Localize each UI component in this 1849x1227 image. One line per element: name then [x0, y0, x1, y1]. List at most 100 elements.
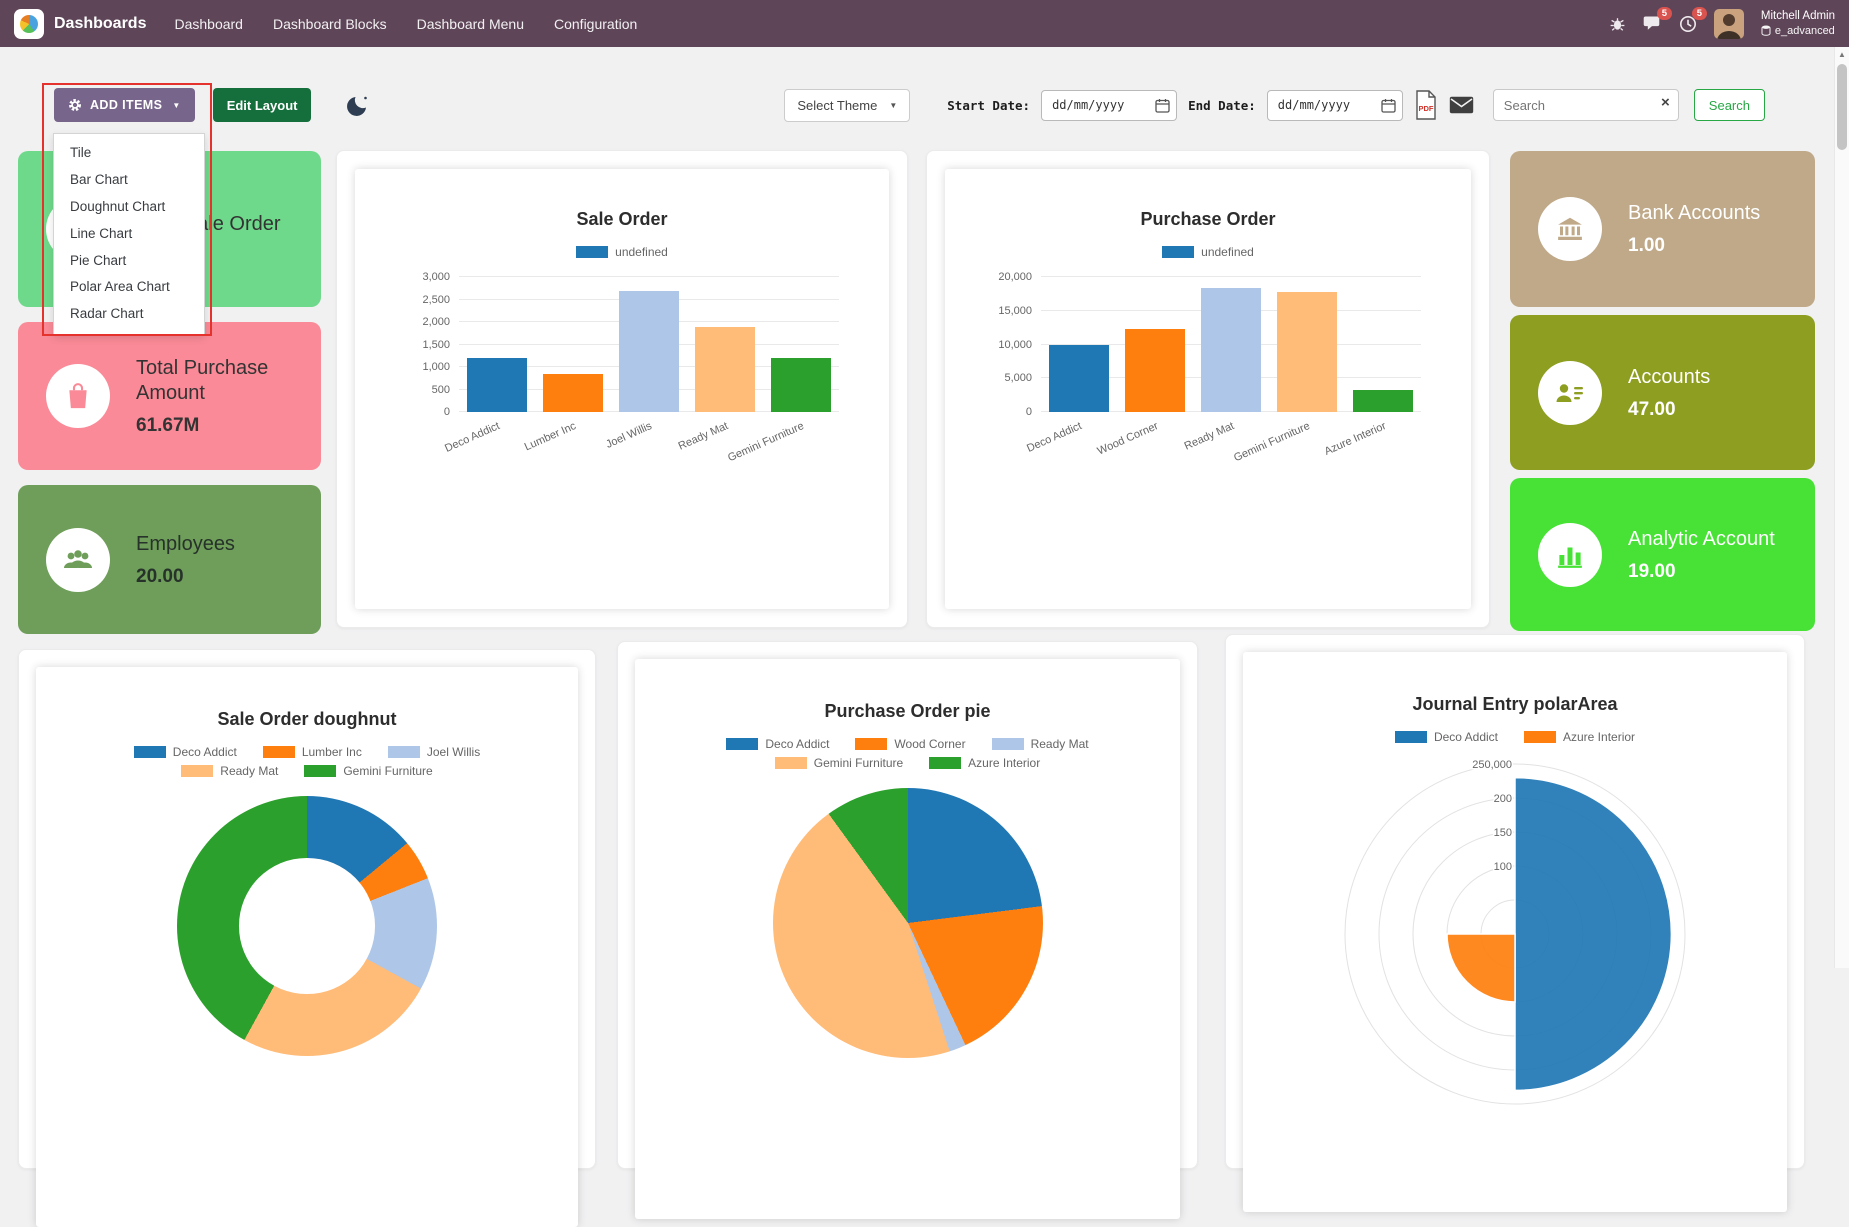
- scrollbar-thumb[interactable]: [1837, 64, 1847, 150]
- polar-slice-deco-addict[interactable]: [1515, 778, 1671, 1091]
- y-axis-tick: 2,500: [422, 294, 450, 306]
- menu-item-polar-area-chart[interactable]: Polar Area Chart: [54, 274, 204, 301]
- bar-gemini-furniture[interactable]: [771, 358, 831, 412]
- legend-swatch: [134, 746, 166, 758]
- search-button[interactable]: Search: [1694, 89, 1765, 121]
- chart-title: Purchase Order: [945, 209, 1471, 230]
- bar-wood-corner[interactable]: [1125, 329, 1185, 412]
- legend-item[interactable]: Azure Interior: [1524, 730, 1635, 744]
- caret-down-icon: ▼: [889, 101, 897, 110]
- polar-slice-azure-interior[interactable]: [1447, 934, 1515, 1002]
- legend-item[interactable]: Gemini Furniture: [304, 764, 432, 778]
- legend-item[interactable]: Joel Willis: [388, 745, 480, 759]
- purchase-order-pie-chart: [773, 788, 1043, 1058]
- start-date-label: Start Date:: [947, 98, 1030, 113]
- search-input[interactable]: [1493, 89, 1679, 121]
- add-items-button[interactable]: ADD ITEMS ▼: [54, 88, 195, 122]
- end-date-field: [1267, 90, 1403, 121]
- chart-legend: undefined: [355, 245, 889, 259]
- tile-total-purchase-amount[interactable]: Total Purchase Amount 61.67M: [18, 322, 321, 470]
- legend-item[interactable]: Gemini Furniture: [775, 756, 903, 770]
- bar-deco-addict[interactable]: [1049, 345, 1109, 413]
- legend-item[interactable]: Ready Mat: [992, 737, 1089, 751]
- nav-item-dashboard-menu[interactable]: Dashboard Menu: [417, 16, 524, 32]
- search-field: ×: [1493, 89, 1679, 121]
- nav-item-dashboard-blocks[interactable]: Dashboard Blocks: [273, 16, 387, 32]
- top-navbar: Dashboards Dashboard Dashboard Blocks Da…: [0, 0, 1849, 47]
- shopping-bag-icon: [64, 381, 92, 411]
- menu-item-bar-chart[interactable]: Bar Chart: [54, 167, 204, 194]
- legend-item[interactable]: Lumber Inc: [263, 745, 362, 759]
- legend-item[interactable]: Ready Mat: [181, 764, 278, 778]
- y-axis-tick: 0: [1026, 406, 1032, 418]
- app-brand[interactable]: Dashboards: [14, 9, 146, 39]
- radial-axis-tick: 250,000: [1472, 759, 1512, 771]
- clear-search-icon[interactable]: ×: [1661, 94, 1670, 111]
- activities-badge: 5: [1692, 7, 1707, 20]
- scroll-up-arrow-icon[interactable]: ▲: [1835, 47, 1849, 62]
- menu-item-tile[interactable]: Tile: [54, 140, 204, 167]
- send-mail-icon[interactable]: [1449, 96, 1474, 114]
- x-axis-label: Joel Willis: [604, 420, 654, 451]
- legend-item[interactable]: undefined: [1162, 245, 1254, 259]
- legend-item[interactable]: Deco Addict: [726, 737, 829, 751]
- menu-item-radar-chart[interactable]: Radar Chart: [54, 301, 204, 328]
- debug-bug-icon[interactable]: [1609, 15, 1626, 32]
- bar-lumber-inc[interactable]: [543, 374, 603, 412]
- dashboards-app-icon[interactable]: [14, 9, 44, 39]
- contact-card-icon: [1554, 379, 1586, 407]
- chart-legend: Deco Addict Wood Corner Ready Mat Gemini Fu…: [635, 737, 1180, 770]
- bar-joel-willis[interactable]: [619, 291, 679, 413]
- database-icon: [1761, 25, 1771, 36]
- chart-panel: Sale Order doughnut Deco Addict Lumber In…: [36, 667, 578, 1227]
- legend-item[interactable]: undefined: [576, 245, 668, 259]
- main-menu: Dashboard Dashboard Blocks Dashboard Men…: [174, 16, 637, 32]
- nav-item-configuration[interactable]: Configuration: [554, 16, 637, 32]
- tile-bank-accounts[interactable]: Bank Accounts 1.00: [1510, 151, 1815, 307]
- legend-item[interactable]: Deco Addict: [134, 745, 237, 759]
- nav-item-dashboard[interactable]: Dashboard: [174, 16, 243, 32]
- bar-ready-mat[interactable]: [695, 327, 755, 413]
- end-date-input[interactable]: [1267, 90, 1403, 121]
- user-avatar[interactable]: [1714, 9, 1744, 39]
- legend-item[interactable]: Azure Interior: [929, 756, 1040, 770]
- tile-accounts[interactable]: Accounts 47.00: [1510, 315, 1815, 470]
- edit-layout-button[interactable]: Edit Layout: [213, 88, 312, 122]
- app-icon-pie: [20, 15, 38, 33]
- menu-item-pie-chart[interactable]: Pie Chart: [54, 248, 204, 275]
- tile-icon-circle: [46, 364, 110, 428]
- bar-azure-interior[interactable]: [1353, 390, 1413, 412]
- legend-label: Azure Interior: [1563, 730, 1635, 744]
- user-name: Mitchell Admin: [1761, 9, 1835, 24]
- menu-item-doughnut-chart[interactable]: Doughnut Chart: [54, 194, 204, 221]
- tile-analytic-account[interactable]: Analytic Account 19.00: [1510, 478, 1815, 631]
- start-date-input[interactable]: [1041, 90, 1177, 121]
- bar-gemini-furniture[interactable]: [1277, 292, 1337, 412]
- legend-item[interactable]: Deco Addict: [1395, 730, 1498, 744]
- activities-clock-icon[interactable]: 5: [1679, 15, 1697, 33]
- dark-mode-moon-icon[interactable]: [345, 92, 371, 118]
- chart-title: Purchase Order pie: [635, 701, 1180, 722]
- menu-item-line-chart[interactable]: Line Chart: [54, 221, 204, 248]
- tile-icon-circle: [1538, 523, 1602, 587]
- user-menu[interactable]: Mitchell Admin e_advanced: [1761, 9, 1835, 38]
- app-title[interactable]: Dashboards: [54, 15, 146, 33]
- tile-employees[interactable]: Employees 20.00: [18, 485, 321, 634]
- vertical-scrollbar[interactable]: ▲: [1834, 47, 1849, 968]
- chart-panel: Purchase Order pie Deco Addict Wood Corne…: [635, 659, 1180, 1219]
- export-pdf-icon[interactable]: PDF: [1414, 90, 1438, 120]
- bar-ready-mat[interactable]: [1201, 288, 1261, 412]
- legend-swatch: [1524, 731, 1556, 743]
- messages-icon[interactable]: 5: [1643, 15, 1662, 32]
- y-axis-tick: 3,000: [422, 271, 450, 283]
- chart-title: Sale Order doughnut: [36, 709, 578, 730]
- legend-item[interactable]: Wood Corner: [855, 737, 965, 751]
- legend-label: Lumber Inc: [302, 745, 362, 759]
- select-theme-dropdown[interactable]: Select Theme ▼: [784, 89, 910, 122]
- bar-deco-addict[interactable]: [467, 358, 527, 412]
